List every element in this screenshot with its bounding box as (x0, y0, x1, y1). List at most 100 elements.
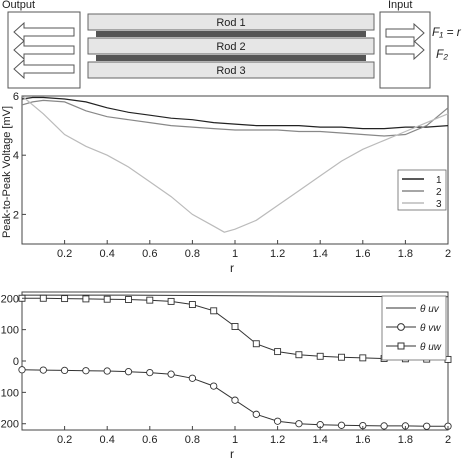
circle-marker (188, 374, 197, 382)
force-1-label: F₁ = r (432, 25, 462, 39)
chart2-legend: θ uv θ vw θ uw (381, 295, 447, 361)
x-tick-label: 0.8 (185, 248, 200, 260)
square-marker (252, 340, 260, 348)
input-box (379, 11, 431, 89)
circle-marker (380, 422, 388, 430)
chart1-plot-area (21, 95, 449, 233)
legend-label-3: 3 (436, 199, 442, 210)
legend-square-marker (397, 342, 405, 350)
square-marker (316, 352, 324, 360)
y-tick-label: 6 (13, 91, 19, 103)
input-arrow-1 (385, 22, 425, 44)
circle-marker (60, 366, 69, 375)
y-tick-label: 2 (13, 209, 19, 221)
y-tick-label: 100 (1, 387, 19, 399)
series-line-1 (21, 96, 449, 130)
x-tick-label: 0.4 (100, 434, 115, 446)
force-2-label: F₂ (436, 47, 448, 61)
legend-label-1: 1 (436, 175, 442, 186)
x-tick-label: 1.6 (355, 248, 370, 260)
x-tick-label: 0.6 (142, 248, 157, 260)
legend-label-2: 2 (436, 187, 442, 198)
chart1-x-ticks: 0.2 0.4 0.6 0.8 1 1.2 1.4 1.6 1.8 2 (57, 240, 451, 260)
square-marker (39, 294, 47, 302)
rod-diagram: Output Rod 1 Rod 2 Rod 3 Input F₁ = r F₂ (2, 0, 462, 89)
output-arrow-3 (13, 58, 75, 80)
x-tick-label: 1.8 (398, 434, 413, 446)
square-marker (167, 297, 175, 305)
input-label: Input (388, 0, 412, 11)
series-line-none (22, 294, 449, 298)
coupling-1 (96, 31, 366, 37)
square-marker (146, 296, 154, 304)
y-tick-label: 4 (13, 150, 19, 162)
circle-marker (210, 382, 218, 390)
circle-marker (39, 366, 47, 374)
x-tick-label: 0.4 (100, 248, 115, 260)
chart1-frame (21, 95, 449, 245)
rod-1 (87, 13, 375, 31)
x-tick-label: 0.2 (57, 248, 72, 260)
chart1-y-ticks: 2 4 6 (13, 91, 26, 221)
circle-marker (146, 368, 154, 377)
x-tick-label: 1.4 (313, 434, 328, 446)
angle-chart: 200 100 0 100 200 0.2 0.4 0.6 0.8 1 1.2 1.4 1.6 1.8 2… (1, 291, 452, 461)
square-marker (125, 296, 132, 303)
circle-marker (82, 367, 90, 375)
x-tick-label: 2 (445, 434, 451, 446)
rod-2-label: Rod 2 (216, 41, 245, 53)
chart1-y-label: Peak-to-Peak Voltage [mV] (1, 106, 13, 238)
square-marker (82, 295, 90, 303)
legend-circle-marker (397, 323, 405, 331)
input-arrow-2 (385, 39, 425, 61)
square-marker (61, 295, 69, 303)
chart1-x-label: r (230, 261, 234, 275)
x-tick-label: 1.2 (270, 248, 285, 260)
square-marker (274, 348, 282, 356)
chart2-plot-area (18, 294, 452, 430)
circle-marker (167, 370, 175, 378)
series-line-3 (21, 95, 449, 233)
series-line-2 (21, 99, 449, 137)
chart2-x-label: r (230, 447, 234, 461)
output-arrows (13, 21, 75, 80)
x-tick-label: 0.2 (57, 434, 72, 446)
chart2-legend-box (381, 295, 447, 361)
x-tick-label: 1.2 (270, 434, 285, 446)
legend-label: θ uv (420, 304, 440, 315)
y-tick-label: 200 (1, 419, 19, 431)
voltage-chart: 2 4 6 0.2 0.4 0.6 0.8 1 1.2 1.4 1.6 1.8 2 r Peak-to… (1, 91, 451, 275)
y-tick-label: 100 (1, 325, 19, 337)
chart1-legend: 123 (397, 169, 447, 211)
x-tick-label: 1 (232, 248, 238, 260)
circle-marker (273, 417, 282, 425)
chart2-y-ticks: 200 100 0 100 200 (1, 293, 26, 431)
output-arrow-1 (13, 21, 75, 43)
circle-marker (231, 396, 239, 404)
legend-label: θ uw (420, 342, 442, 353)
x-tick-label: 1.6 (355, 434, 370, 446)
x-tick-label: 0.8 (185, 434, 200, 446)
y-tick-label: 200 (1, 293, 19, 305)
output-label: Output (2, 0, 35, 11)
rod-3-label: Rod 3 (216, 65, 245, 77)
circle-marker (18, 366, 26, 374)
square-marker (231, 323, 239, 330)
x-tick-label: 1 (232, 434, 238, 446)
circle-marker (423, 422, 431, 430)
square-marker (359, 354, 367, 362)
rod-1-label: Rod 1 (216, 17, 245, 29)
square-marker (295, 351, 303, 359)
rod-2 (87, 37, 375, 55)
output-box (7, 11, 81, 89)
x-tick-label: 1.8 (398, 248, 413, 260)
legend-label: θ vw (420, 323, 441, 334)
x-tick-label: 1.4 (313, 248, 328, 260)
square-marker (188, 301, 196, 308)
coupling-2 (96, 55, 366, 61)
chart2-x-ticks: 0.2 0.4 0.6 0.8 1 1.2 1.4 1.6 1.8 2 (57, 426, 451, 446)
output-arrow-2 (13, 39, 75, 61)
circle-marker (337, 421, 346, 429)
circle-marker (252, 410, 260, 418)
